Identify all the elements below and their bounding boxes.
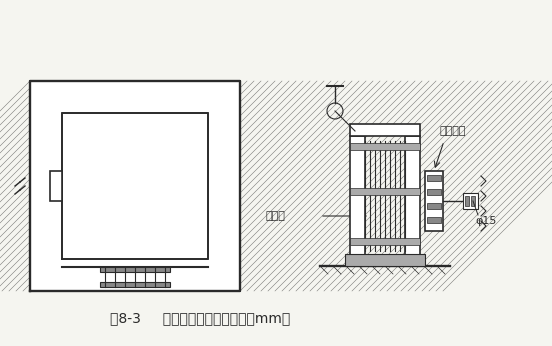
Text: 膨胀螺栓: 膨胀螺栓	[439, 126, 465, 136]
Bar	[427, 217, 441, 223]
Bar	[427, 203, 441, 209]
Bar	[350, 136, 365, 266]
Polygon shape	[62, 113, 208, 259]
Polygon shape	[30, 81, 240, 291]
Bar	[350, 124, 420, 136]
Bar	[345, 254, 425, 266]
Text: φ15: φ15	[475, 216, 496, 226]
Bar	[471, 196, 475, 206]
Bar	[100, 282, 170, 287]
Bar	[427, 175, 441, 181]
Bar	[350, 238, 420, 245]
Bar	[463, 193, 478, 209]
Bar	[100, 267, 170, 272]
Bar	[405, 136, 420, 266]
Bar	[465, 196, 469, 206]
Bar	[50, 171, 62, 201]
Text: 图8-3     电梯井口防护门（单位：mm）: 图8-3 电梯井口防护门（单位：mm）	[110, 311, 290, 325]
Bar	[350, 188, 420, 195]
Bar	[425, 171, 443, 231]
Bar	[62, 113, 208, 259]
Bar	[427, 189, 441, 195]
Bar	[350, 143, 420, 150]
Text: 筱棚门: 筱棚门	[265, 211, 285, 221]
